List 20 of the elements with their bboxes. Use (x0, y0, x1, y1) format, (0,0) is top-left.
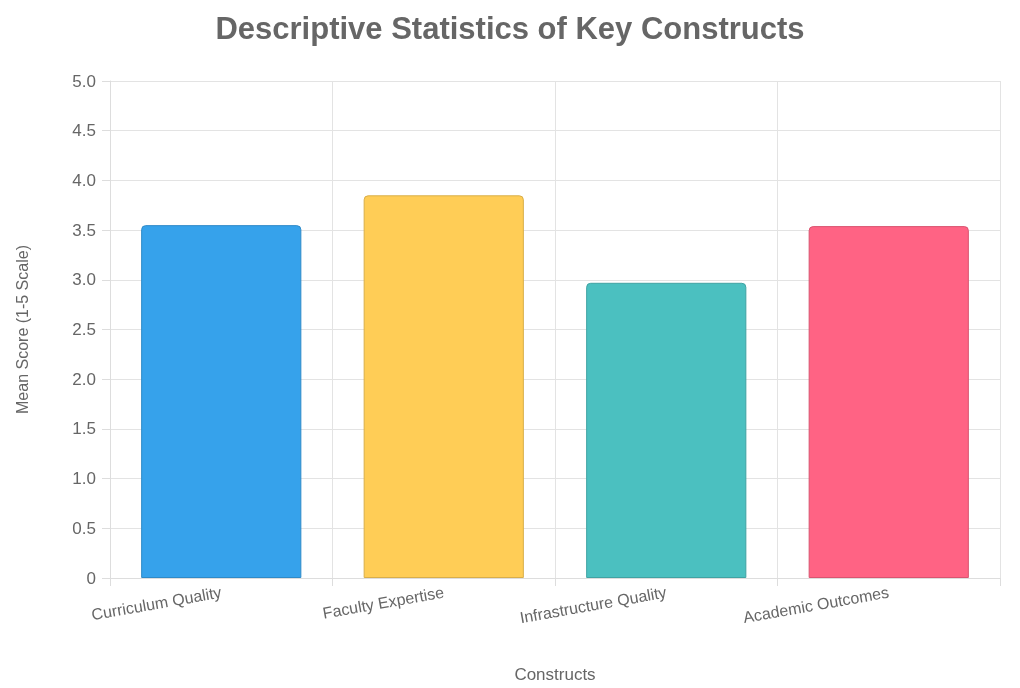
y-tick-label: 2.0 (72, 369, 96, 389)
y-tick-label: 0.5 (72, 518, 96, 538)
x-axis-title: Constructs (514, 665, 596, 684)
y-tick-label: 4.0 (72, 170, 96, 190)
y-tick-label: 3.5 (72, 220, 96, 240)
y-tick-label: 1.5 (72, 419, 96, 439)
y-tick-label: 5.0 (72, 71, 96, 91)
x-tick-label: Faculty Expertise (321, 583, 446, 622)
y-tick-label: 2.5 (72, 320, 96, 339)
bar (363, 195, 524, 578)
y-tick-label: 3.0 (72, 270, 96, 290)
x-tick-label: Infrastructure Quality (518, 583, 668, 627)
y-axis-title: Mean Score (1-5 Scale) (13, 245, 31, 414)
bar (586, 282, 747, 578)
y-tick-label: 1.0 (72, 469, 96, 489)
y-tick-label: 4.5 (72, 121, 96, 141)
x-tick-label: Academic Outcomes (741, 583, 891, 627)
bar (808, 226, 969, 578)
chart-title: Descriptive Statistics of Key Constructs (215, 11, 805, 46)
bar (141, 225, 302, 578)
